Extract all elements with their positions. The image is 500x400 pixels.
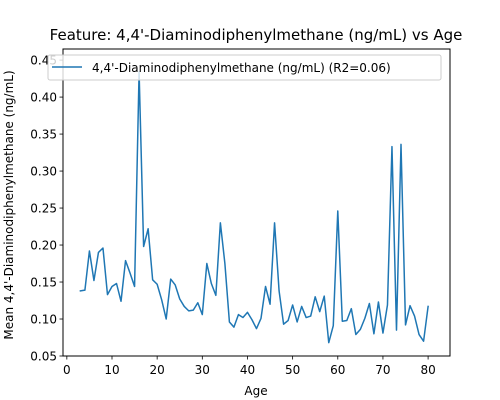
x-tick-label: 60 <box>330 363 345 377</box>
legend-label: 4,4'-Diaminodiphenylmethane (ng/mL) (R2=… <box>92 61 391 75</box>
y-tick-label: 0.25 <box>30 202 57 216</box>
series-line-0 <box>79 71 429 344</box>
plot-area <box>79 71 429 344</box>
x-axis-label: Age <box>244 384 267 398</box>
x-tick-label: 30 <box>195 363 210 377</box>
y-tick-label: 0.20 <box>30 239 57 253</box>
legend: 4,4'-Diaminodiphenylmethane (ng/mL) (R2=… <box>47 54 442 81</box>
x-tick-label: 80 <box>420 363 435 377</box>
y-tick-label: 0.05 <box>30 350 57 364</box>
plot-frame <box>62 48 451 357</box>
x-axis: 0 10 20 30 40 50 60 70 80 <box>63 356 436 377</box>
x-tick-label: 0 <box>63 363 71 377</box>
y-tick-label: 0.30 <box>30 165 57 179</box>
x-tick-label: 50 <box>285 363 300 377</box>
y-axis-label: Mean 4,4'-Diaminodiphenylmethane (ng/mL) <box>2 70 16 339</box>
x-tick-label: 20 <box>150 363 165 377</box>
chart-title: Feature: 4,4'-Diaminodiphenylmethane (ng… <box>50 26 463 44</box>
x-tick-label: 10 <box>104 363 119 377</box>
y-axis: 0.050.100.150.200.250.300.350.400.45 <box>30 54 63 364</box>
y-tick-label: 0.15 <box>30 276 57 290</box>
y-tick-label: 0.35 <box>30 128 57 142</box>
legend-box <box>47 54 442 81</box>
y-tick-label: 0.40 <box>30 91 57 105</box>
x-tick-label: 70 <box>375 363 390 377</box>
x-tick-label: 40 <box>240 363 255 377</box>
y-tick-label: 0.10 <box>30 313 57 327</box>
